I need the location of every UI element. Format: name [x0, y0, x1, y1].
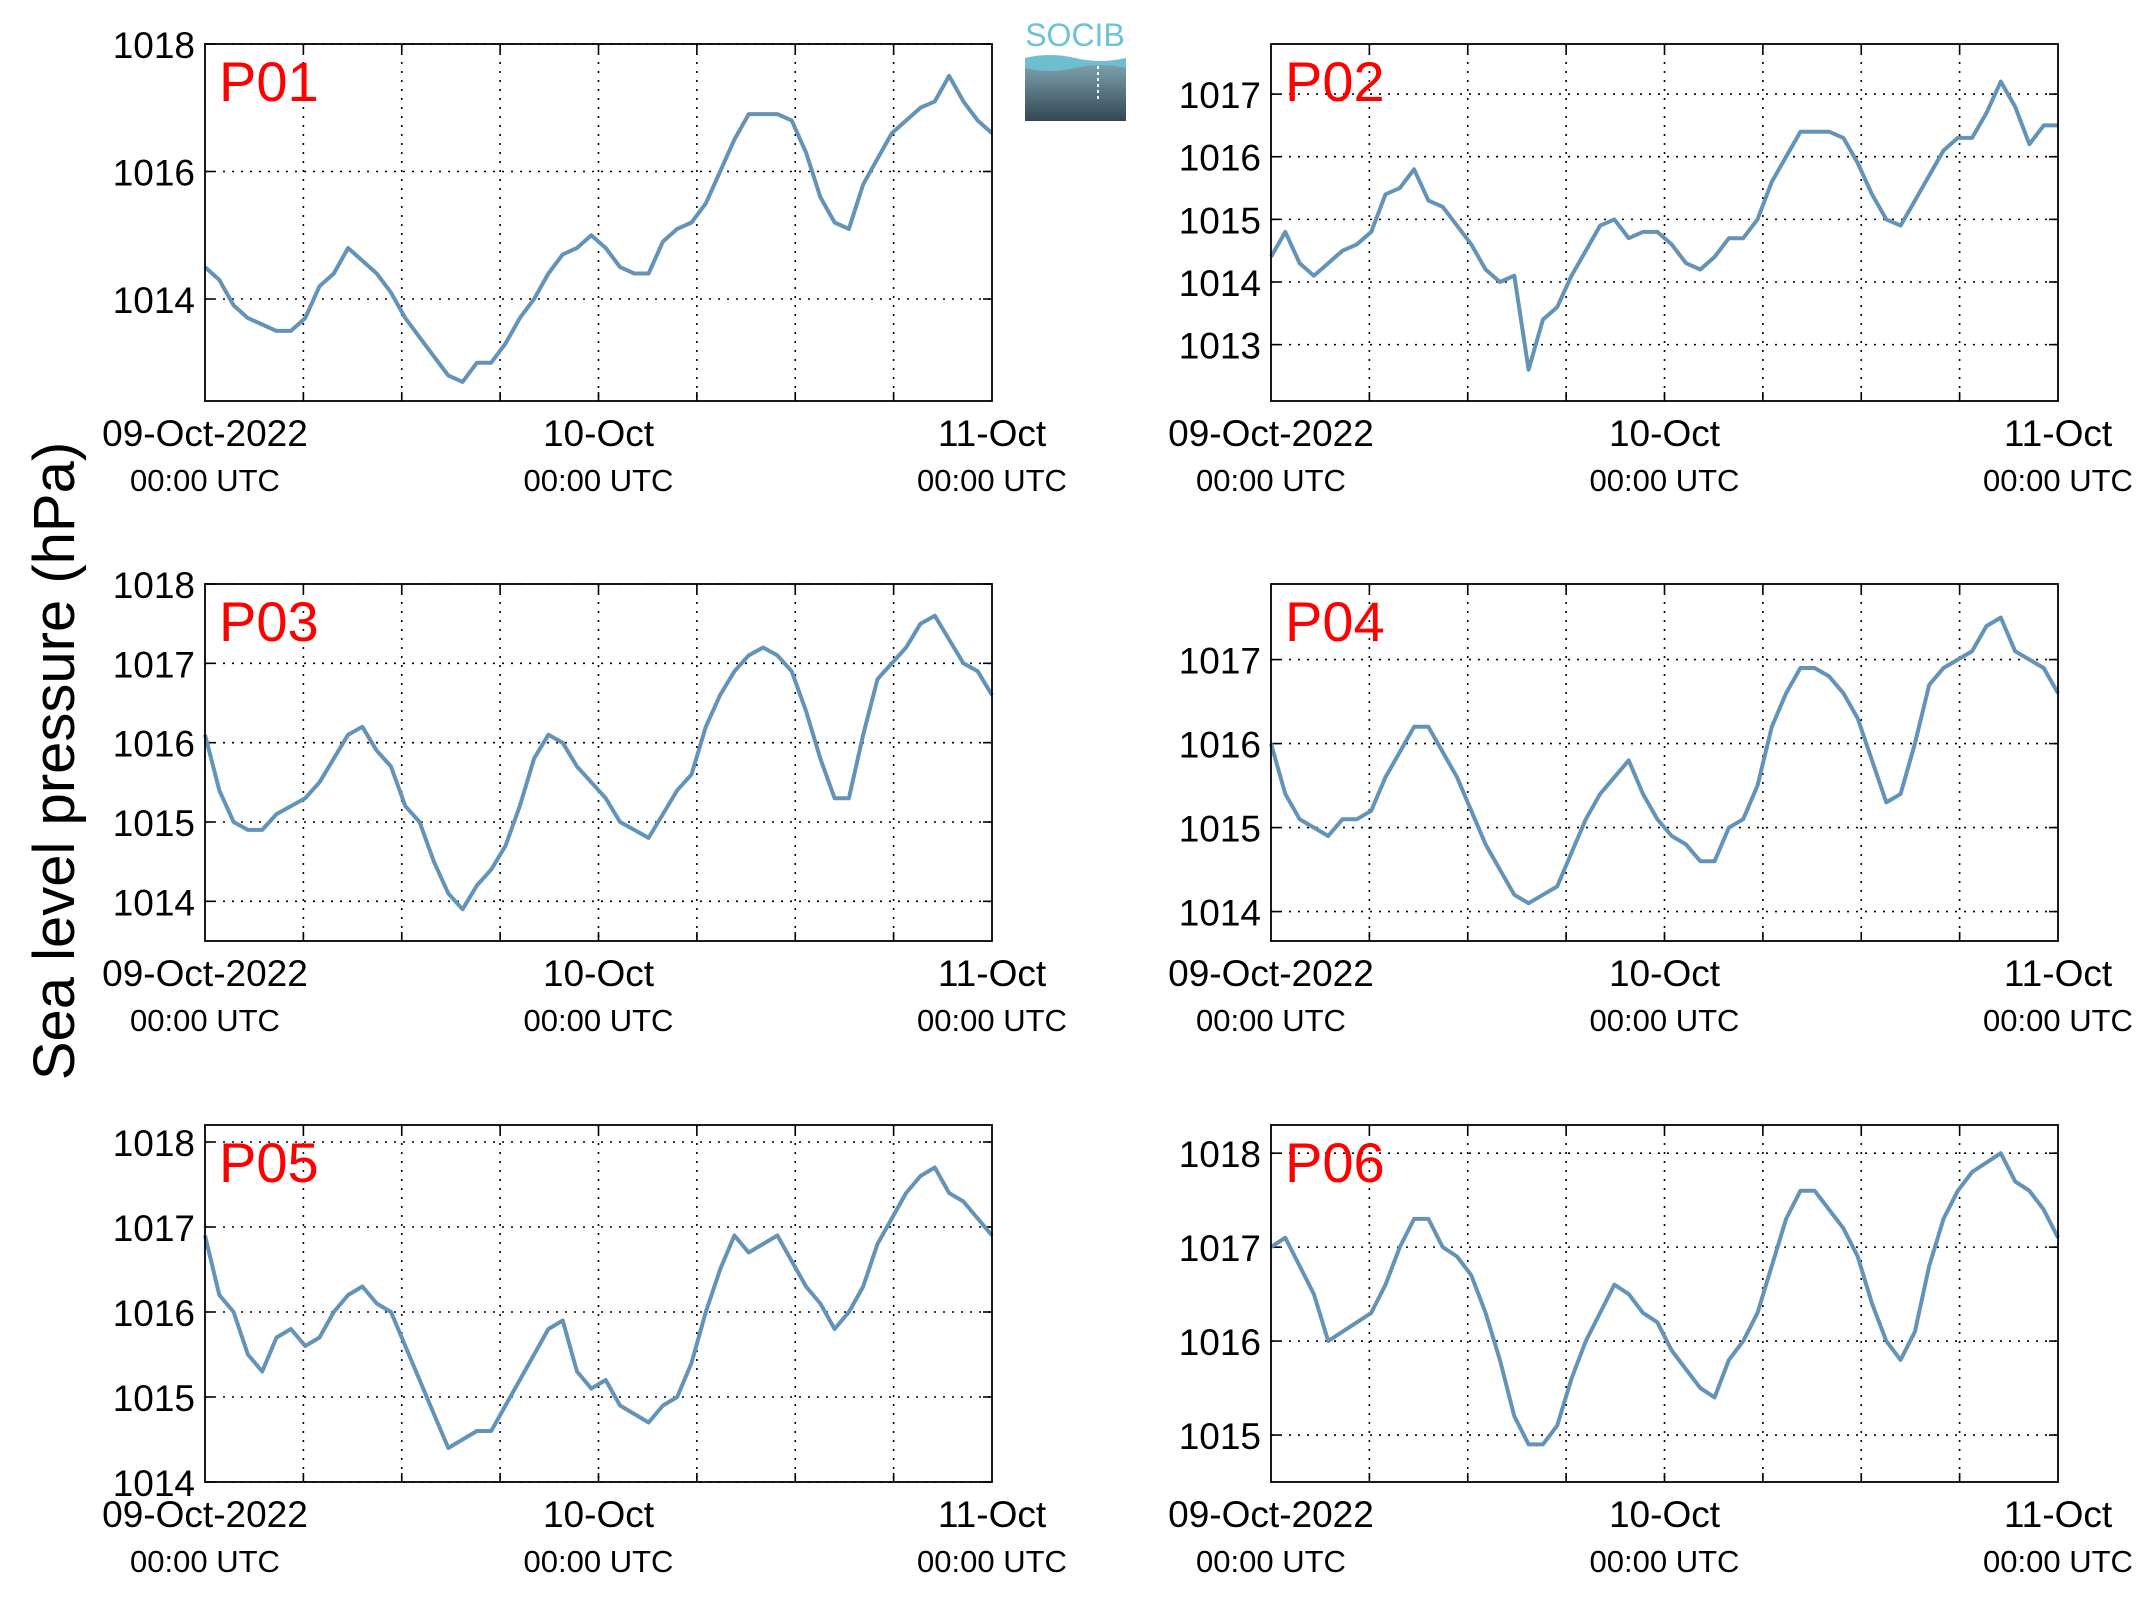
- y-tick-label: 1018: [113, 25, 195, 66]
- panel-label: P02: [1285, 50, 1385, 113]
- panel-label: P04: [1285, 590, 1385, 653]
- logo-text: SOCIB: [1025, 18, 1125, 53]
- y-tick-label: 1013: [1179, 326, 1261, 367]
- y-tick-label: 1016: [1179, 1322, 1261, 1363]
- pressure-series-line: [1269, 615, 2060, 906]
- pressure-series-line: [1269, 79, 2058, 372]
- y-tick-label: 1016: [113, 724, 195, 765]
- y-tick-label: 1015: [1179, 200, 1261, 241]
- pressure-series-line: [203, 73, 994, 384]
- x-tick-label-time: 00:00 UTC: [130, 1003, 280, 1038]
- panel-label: P06: [1285, 1131, 1385, 1194]
- y-tick-label: 1018: [113, 1123, 195, 1164]
- x-tick-label-date: 10-Oct: [543, 953, 655, 994]
- y-tick-label: 1015: [1179, 809, 1261, 850]
- y-tick-label: 1016: [1179, 725, 1261, 766]
- y-tick-label: 1018: [1179, 1134, 1261, 1175]
- x-tick-label-time: 00:00 UTC: [917, 1003, 1067, 1038]
- x-tick-label-date: 11-Oct: [2004, 953, 2113, 994]
- x-tick-label-time: 00:00 UTC: [1196, 463, 1346, 498]
- x-tick-label-date: 09-Oct-2022: [102, 1494, 308, 1535]
- y-tick-label: 1014: [113, 280, 195, 321]
- panel-p06: 1015 1016 1017 1018 P06 09-Oct-2022 00:00 UTC 1…: [1168, 1124, 2133, 1579]
- axes-frame: [204, 43, 993, 402]
- axes-frame: [204, 1124, 993, 1483]
- pressure-series-line: [1269, 1151, 2060, 1447]
- y-tick-label: 1015: [113, 1378, 195, 1419]
- x-tick-label-date: 11-Oct: [2004, 413, 2113, 454]
- y-tick-label: 1014: [1179, 263, 1261, 304]
- x-tick-label-time: 00:00 UTC: [1196, 1544, 1346, 1579]
- y-tick-label: 1017: [113, 1208, 195, 1249]
- y-tick-label: 1014: [113, 1463, 195, 1504]
- x-tick-label-date: 11-Oct: [938, 413, 1047, 454]
- x-tick-label-date: 10-Oct: [1609, 953, 1721, 994]
- x-tick-label-time: 00:00 UTC: [1983, 1544, 2133, 1579]
- x-tick-label-date: 11-Oct: [938, 953, 1047, 994]
- x-tick-label-time: 00:00 UTC: [1983, 1003, 2133, 1038]
- x-tick-label-date: 11-Oct: [938, 1494, 1047, 1535]
- panels: 1014 1016 1018 P01 09-Oct-2022 00:00 UTC 10-Oc…: [102, 25, 2133, 1579]
- x-tick-label-date: 09-Oct-2022: [1168, 413, 1374, 454]
- y-axis-label: Sea level pressure (hPa): [22, 442, 87, 1080]
- axes-frame: [1270, 43, 2059, 402]
- x-tick-label-time: 00:00 UTC: [130, 1544, 280, 1579]
- x-tick-label-time: 00:00 UTC: [524, 1003, 674, 1038]
- panel-p02: 1013 1014 1015 1016 1017 P02 09-Oct-2022 00:00 …: [1168, 43, 2133, 498]
- panel-p05: 1014 1015 1016 1017 1018 P05 09-Oct-2022 00:00 …: [102, 1123, 1067, 1579]
- x-tick-label-time: 00:00 UTC: [1590, 1544, 1740, 1579]
- x-tick-label-time: 00:00 UTC: [917, 463, 1067, 498]
- x-tick-label-time: 00:00 UTC: [1590, 463, 1740, 498]
- x-tick-label-date: 11-Oct: [2004, 1494, 2113, 1535]
- y-tick-label: 1014: [113, 882, 195, 923]
- x-tick-label-time: 00:00 UTC: [1983, 463, 2133, 498]
- y-tick-label: 1017: [113, 644, 195, 685]
- axes-frame: [204, 583, 993, 942]
- x-tick-label-time: 00:00 UTC: [524, 1544, 674, 1579]
- x-tick-label-time: 00:00 UTC: [917, 1544, 1067, 1579]
- socib-logo: SOCIB: [1025, 17, 1126, 121]
- y-tick-label: 1016: [113, 153, 195, 194]
- panel-label: P01: [219, 50, 319, 113]
- x-tick-label-date: 10-Oct: [1609, 1494, 1721, 1535]
- panel-p04: 1014 1015 1016 1017 P04 09-Oct-2022 00:00 UTC 1…: [1168, 583, 2133, 1038]
- pressure-series-line: [203, 1165, 994, 1450]
- x-tick-label-date: 09-Oct-2022: [1168, 1494, 1374, 1535]
- axes-frame: [1270, 583, 2059, 942]
- x-tick-label-date: 09-Oct-2022: [102, 413, 308, 454]
- pressure-series-line: [203, 613, 994, 912]
- x-tick-label-time: 00:00 UTC: [130, 463, 280, 498]
- y-tick-label: 1016: [1179, 138, 1261, 179]
- panel-p03: 1014 1015 1016 1017 1018 P03 09-Oct-2022 00:00 …: [102, 565, 1067, 1038]
- x-tick-label-date: 10-Oct: [1609, 413, 1721, 454]
- x-tick-label-time: 00:00 UTC: [1196, 1003, 1346, 1038]
- panel-label: P05: [219, 1131, 319, 1194]
- y-tick-label: 1018: [113, 565, 195, 606]
- panel-p01: 1014 1016 1018 P01 09-Oct-2022 00:00 UTC 10-Oc…: [102, 25, 1067, 498]
- y-tick-label: 1015: [113, 803, 195, 844]
- axes-frame: [1270, 1124, 2059, 1483]
- y-tick-label: 1017: [1179, 75, 1261, 116]
- panel-label: P03: [219, 590, 319, 653]
- y-tick-label: 1016: [113, 1293, 195, 1334]
- x-tick-label-date: 10-Oct: [543, 413, 655, 454]
- y-tick-label: 1017: [1179, 641, 1261, 682]
- x-tick-label-date: 10-Oct: [543, 1494, 655, 1535]
- x-tick-label-date: 09-Oct-2022: [102, 953, 308, 994]
- y-tick-label: 1014: [1179, 893, 1261, 934]
- y-tick-label: 1017: [1179, 1228, 1261, 1269]
- x-tick-label-time: 00:00 UTC: [1590, 1003, 1740, 1038]
- x-tick-label-date: 09-Oct-2022: [1168, 953, 1374, 994]
- y-tick-label: 1015: [1179, 1416, 1261, 1457]
- x-tick-label-time: 00:00 UTC: [524, 463, 674, 498]
